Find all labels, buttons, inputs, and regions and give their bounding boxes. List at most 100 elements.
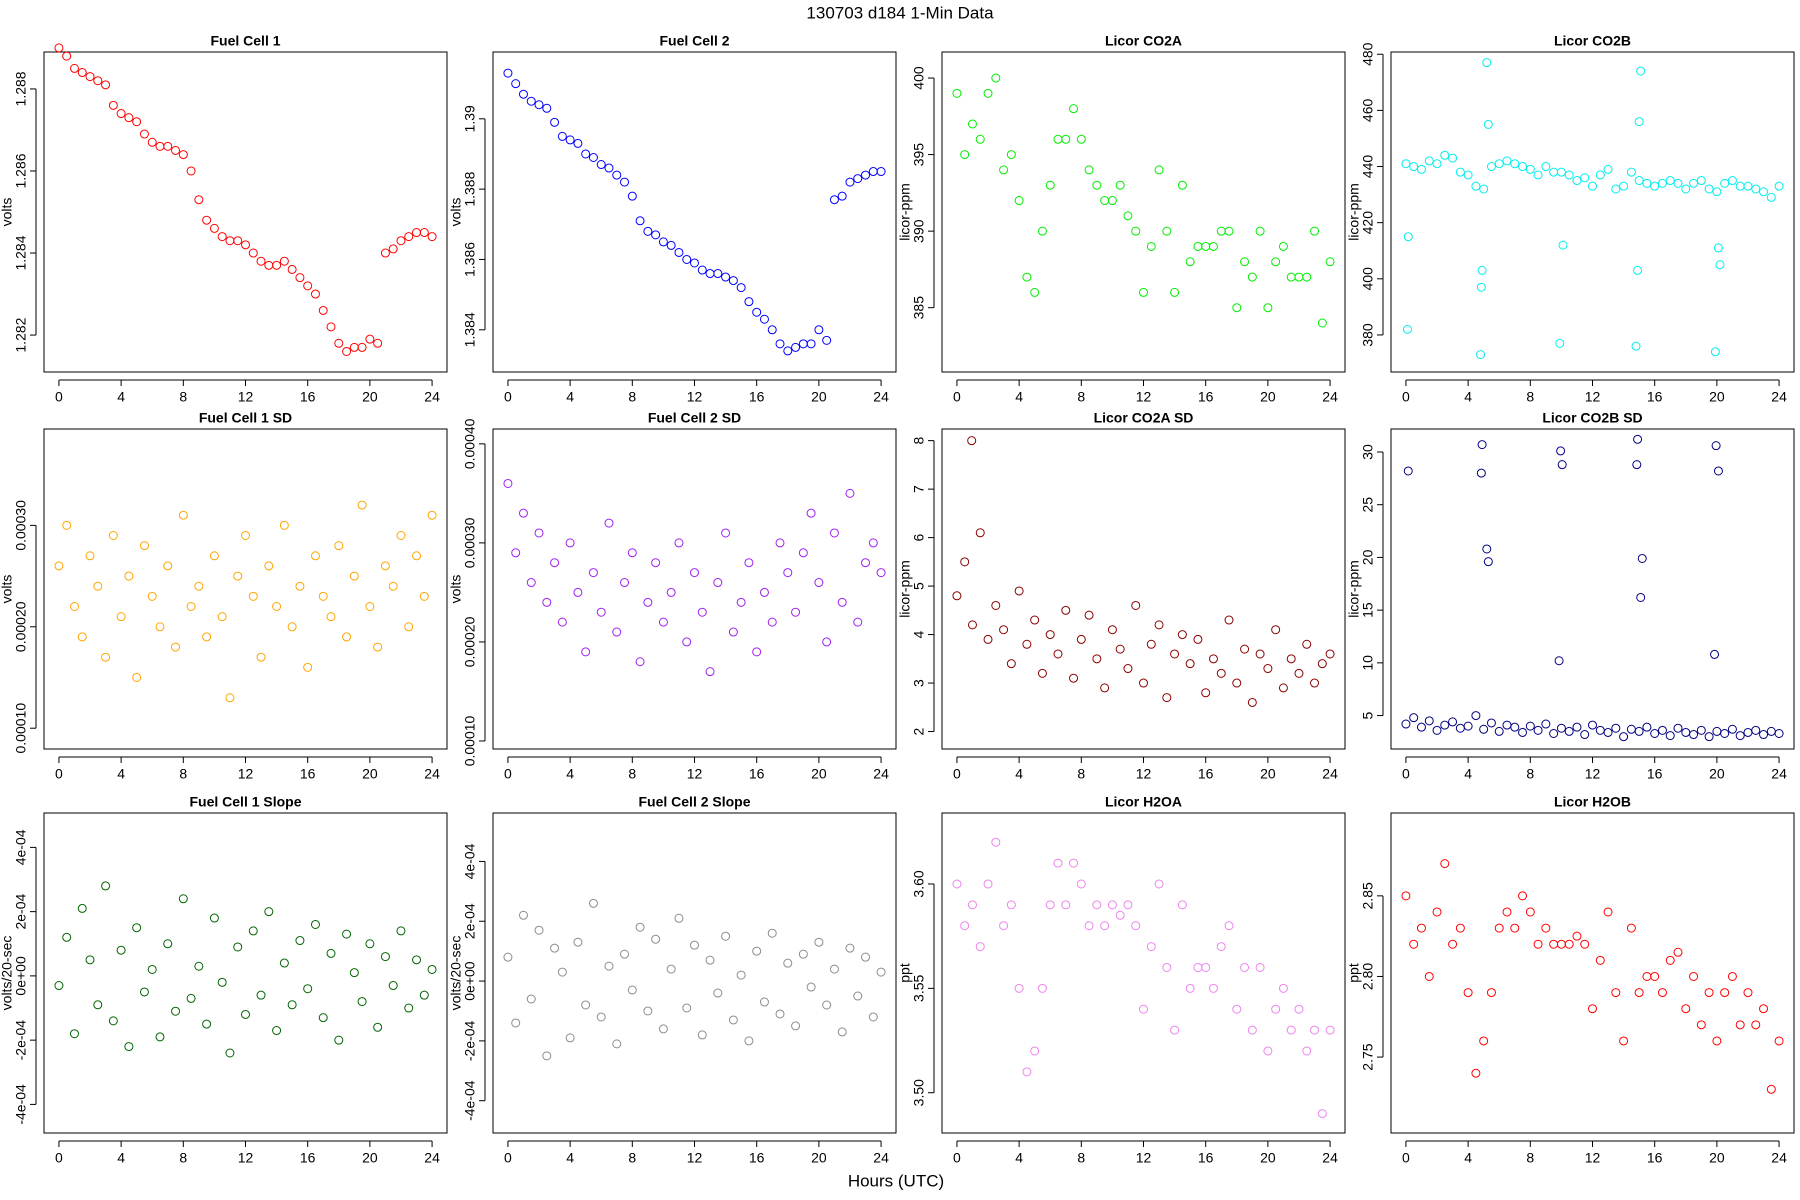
point <box>1712 1036 1722 1046</box>
x-tick-label: 12 <box>238 389 254 405</box>
point <box>1665 955 1675 965</box>
point <box>1455 723 1465 733</box>
point <box>1092 180 1102 190</box>
y-tick-label: 390 <box>911 219 927 243</box>
point <box>1774 181 1784 191</box>
point <box>1556 167 1566 177</box>
point <box>1549 939 1559 949</box>
point <box>349 968 359 978</box>
point <box>952 879 962 889</box>
point <box>1486 988 1496 998</box>
point <box>373 1022 383 1032</box>
point <box>264 260 274 270</box>
x-tick-label: 12 <box>1585 389 1601 405</box>
y-tick-label: 1.284 <box>13 235 29 270</box>
panel-title: Fuel Cell 1 <box>210 33 280 49</box>
point <box>1634 988 1644 998</box>
point <box>1751 184 1761 194</box>
point <box>1637 553 1647 563</box>
panel-title: Licor H2OA <box>1105 794 1182 810</box>
point <box>1541 162 1551 172</box>
point <box>1704 732 1714 742</box>
point <box>1154 620 1164 630</box>
point <box>1626 923 1636 933</box>
point <box>77 68 87 78</box>
x-tick-label: 20 <box>362 1150 378 1166</box>
point <box>1448 939 1458 949</box>
point <box>1037 226 1047 236</box>
panel-title: Licor CO2A <box>1105 33 1182 49</box>
point <box>1061 605 1071 615</box>
point <box>248 248 258 258</box>
point <box>1633 265 1643 275</box>
point <box>1069 858 1079 868</box>
x-tick-label: 8 <box>628 389 636 405</box>
point <box>1317 1109 1327 1119</box>
point <box>1766 726 1776 736</box>
point <box>1603 727 1613 737</box>
point <box>845 177 855 187</box>
x-tick-label: 20 <box>811 389 827 405</box>
point <box>651 230 661 240</box>
point <box>697 607 707 617</box>
point <box>233 236 243 246</box>
point <box>1554 656 1564 666</box>
point <box>952 591 962 601</box>
point <box>1107 900 1117 910</box>
point <box>1735 1020 1745 1030</box>
point <box>54 561 64 571</box>
point <box>511 1018 521 1028</box>
point <box>225 693 235 703</box>
point <box>690 258 699 268</box>
point <box>1774 1036 1784 1046</box>
point <box>983 88 993 98</box>
y-axis-label: licor-ppm <box>897 560 913 618</box>
point <box>759 314 769 324</box>
point <box>643 1006 653 1016</box>
panel-title: Licor CO2A SD <box>1094 410 1194 426</box>
point <box>1743 181 1753 191</box>
point <box>295 273 305 283</box>
point <box>1146 241 1156 251</box>
y-axis-label: ppt <box>1346 963 1362 983</box>
y-tick-label: 7 <box>911 485 927 493</box>
point <box>1713 466 1723 476</box>
x-tick-label: 20 <box>1709 766 1725 782</box>
point <box>658 617 668 627</box>
point <box>194 581 204 591</box>
point <box>1076 634 1086 644</box>
point <box>1045 900 1055 910</box>
point <box>1325 649 1335 659</box>
point <box>705 955 715 965</box>
point <box>264 561 274 571</box>
point <box>1224 226 1234 236</box>
x-tick-label: 20 <box>1709 1150 1725 1166</box>
point <box>1030 1046 1040 1056</box>
point <box>798 949 808 959</box>
point <box>1224 921 1234 931</box>
point <box>1715 260 1725 270</box>
point <box>1650 729 1660 739</box>
point <box>1170 287 1180 297</box>
point <box>1123 211 1133 221</box>
point <box>427 964 437 974</box>
point <box>1486 162 1496 172</box>
point <box>829 195 839 205</box>
x-tick-label: 16 <box>749 1150 765 1166</box>
point <box>388 981 398 991</box>
point <box>534 528 544 538</box>
point <box>658 237 668 247</box>
point <box>736 283 746 293</box>
point <box>588 568 598 578</box>
point <box>1735 731 1745 741</box>
point <box>419 990 429 1000</box>
x-tick-label: 0 <box>953 1150 961 1166</box>
point <box>967 436 977 446</box>
point <box>728 1015 738 1025</box>
x-tick-label: 0 <box>1402 1150 1410 1166</box>
x-tick-label: 0 <box>953 766 961 782</box>
point <box>318 305 328 315</box>
point <box>1271 625 1281 635</box>
point <box>1477 440 1487 450</box>
